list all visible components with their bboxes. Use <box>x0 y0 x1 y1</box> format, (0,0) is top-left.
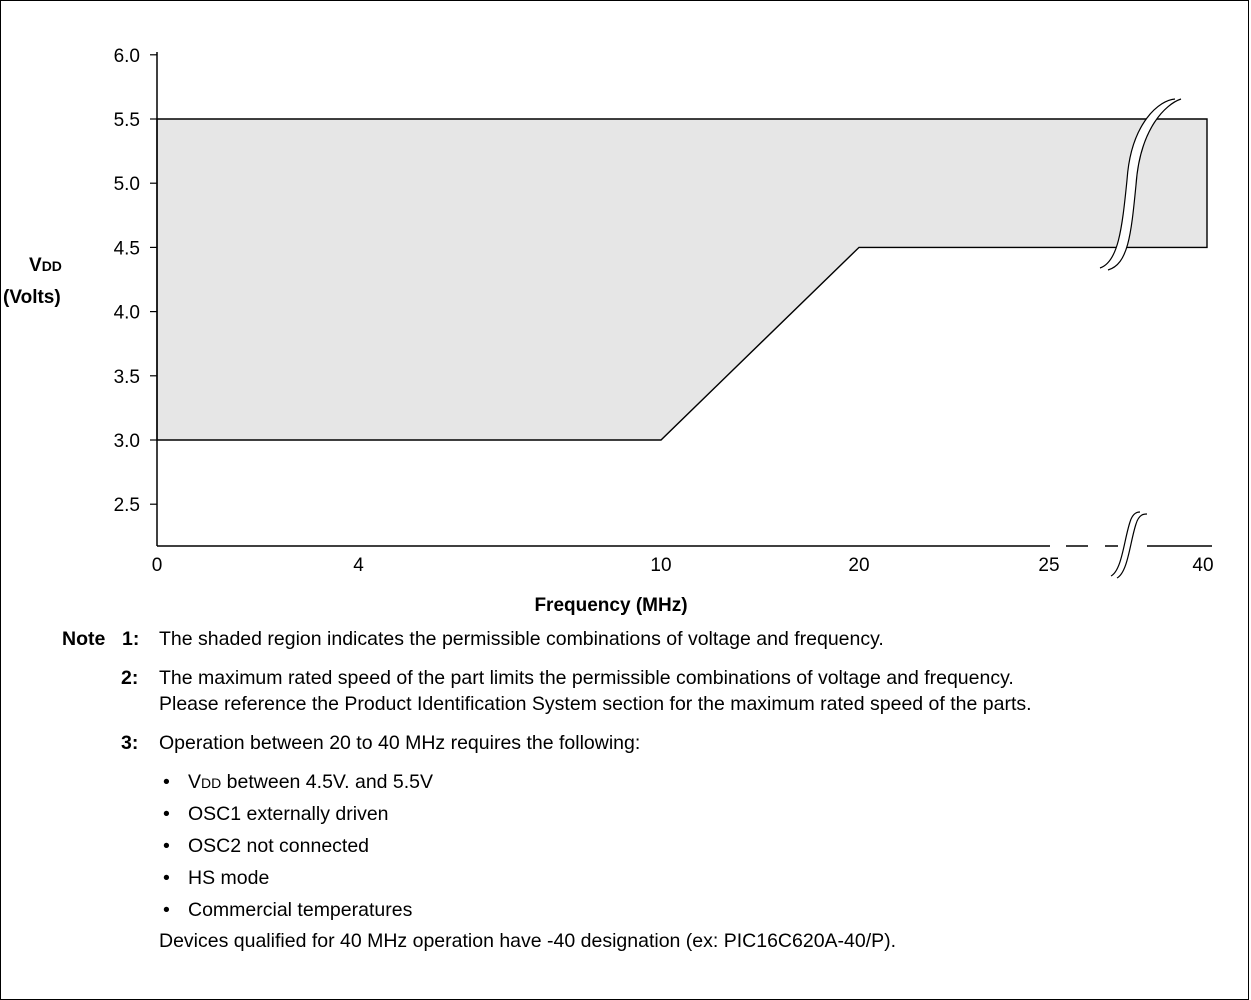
bullet-dot: • <box>163 867 170 889</box>
y-tick-label: 5.5 <box>114 110 140 131</box>
x-tick-label: 10 <box>650 555 671 576</box>
note-2-number: 2: <box>121 667 139 689</box>
note-2-text-line2: Please reference the Product Identificat… <box>159 693 1032 715</box>
x-axis-break-icon <box>1110 511 1141 577</box>
bullet-osc1: OSC1 externally driven <box>188 803 389 825</box>
bullet-dot: • <box>163 803 170 825</box>
bullet-commercial-temp: Commercial temperatures <box>188 899 413 921</box>
y-axis-label: VDD <box>29 255 62 276</box>
note-3-text: Operation between 20 to 40 MHz requires … <box>159 732 641 754</box>
bullet-hs-mode: HS mode <box>188 867 270 889</box>
x-tick-label: 20 <box>848 555 869 576</box>
y-tick-label: 4.0 <box>114 303 140 324</box>
region-break-icon <box>1107 98 1182 271</box>
y-tick-label: 6.0 <box>114 46 140 67</box>
y-axis-unit: (Volts) <box>3 287 61 308</box>
x-tick-label: 4 <box>353 555 364 576</box>
note-1-text: The shaded region indicates the permissi… <box>159 628 884 650</box>
x-tick-label: 40 <box>1192 555 1213 576</box>
region-break-icon <box>1099 98 1176 269</box>
x-axis-break-icon <box>1116 513 1148 579</box>
permissible-region <box>156 118 1208 441</box>
note-1-number: 1: <box>122 628 140 650</box>
x-axis-label: Frequency (MHz) <box>534 595 687 616</box>
y-tick-label: 3.0 <box>114 431 140 452</box>
bullet-dot: • <box>163 771 170 793</box>
y-tick-label: 5.0 <box>114 174 140 195</box>
y-tick-label: 2.5 <box>114 495 140 516</box>
note-footer: Devices qualified for 40 MHz operation h… <box>159 930 897 952</box>
y-tick-label: 3.5 <box>114 367 140 388</box>
y-tick-label: 4.5 <box>114 238 140 259</box>
bullet-vdd-range: VDD between 4.5V. and 5.5V <box>188 771 434 793</box>
bullet-dot: • <box>163 899 170 921</box>
bullet-osc2: OSC2 not connected <box>188 835 370 857</box>
note-label: Note <box>62 628 106 650</box>
bullet-dot: • <box>163 835 170 857</box>
vdd-frequency-chart: 6.05.55.04.54.03.53.02.5 0 4 10 20 25 40 VDD … <box>3 46 1214 616</box>
x-tick-label: 0 <box>152 555 163 576</box>
note-3-number: 3: <box>121 732 139 754</box>
region-break-mask <box>1100 99 1181 270</box>
note-2-text-line1: The maximum rated speed of the part limi… <box>159 667 1014 689</box>
x-tick-label: 25 <box>1038 555 1059 576</box>
